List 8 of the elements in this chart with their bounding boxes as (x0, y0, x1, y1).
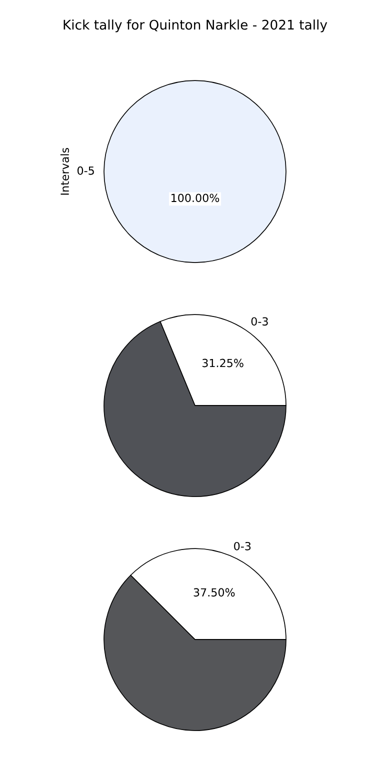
slice-label: 0-3 (234, 542, 251, 550)
data-label: 31.25% (202, 358, 244, 368)
data-label: 100.00% (172, 194, 220, 202)
chart-title: Kick tally for Quinton Narkle - 2021 tally (64, 20, 328, 32)
data-label: 37.50% (194, 588, 235, 597)
text: Intervals (60, 148, 69, 195)
slice-label: 0-3 (251, 317, 268, 326)
slice-label: 0-5 (77, 166, 94, 175)
